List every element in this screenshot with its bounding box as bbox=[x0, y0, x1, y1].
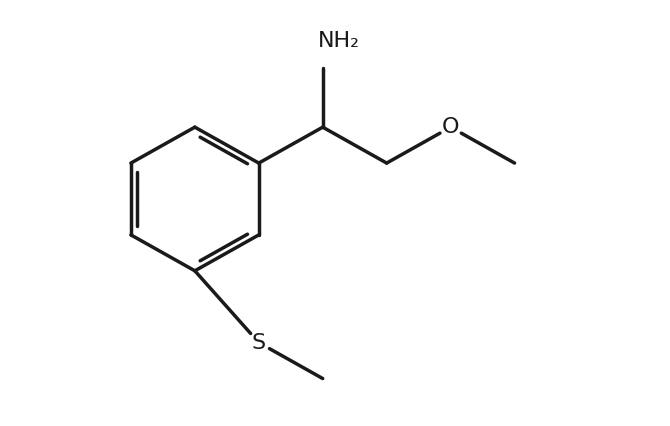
Text: S: S bbox=[252, 333, 266, 353]
Text: O: O bbox=[442, 117, 460, 137]
Text: NH₂: NH₂ bbox=[318, 31, 360, 51]
